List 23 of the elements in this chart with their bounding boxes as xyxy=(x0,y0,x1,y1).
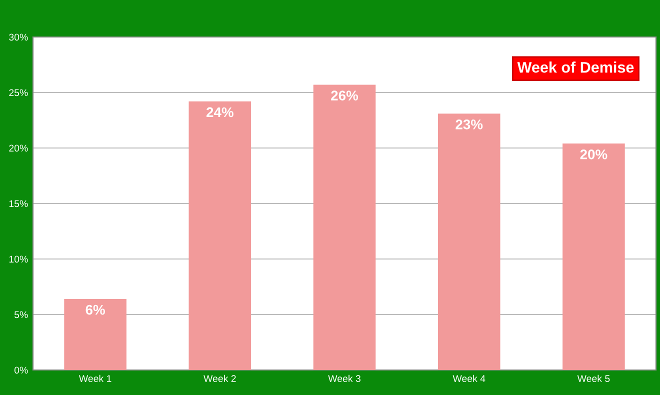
bar xyxy=(438,114,500,370)
text: Week of Demise xyxy=(517,62,634,73)
y-tick-label: 0% xyxy=(14,366,28,374)
x-tick-label: Week 1 xyxy=(78,374,112,382)
bar xyxy=(313,84,376,370)
bar xyxy=(562,144,625,370)
x-tick-label: Week 4 xyxy=(452,374,486,382)
bar xyxy=(64,298,126,370)
data-label: 24% xyxy=(206,107,234,118)
x-tick-label: Week 3 xyxy=(328,374,360,382)
data-label: 26% xyxy=(331,90,358,100)
y-tick-label: 5% xyxy=(14,311,28,318)
y-tick-label: 25% xyxy=(9,89,28,96)
y-tick-label: 30% xyxy=(9,34,28,41)
y-tick-label: 10% xyxy=(9,256,28,263)
data-label: 20% xyxy=(580,149,608,160)
x-tick-label: Week 2 xyxy=(204,374,236,382)
y-tick-label: 20% xyxy=(9,144,28,152)
y-tick-label: 15% xyxy=(9,200,28,208)
bar xyxy=(188,101,252,370)
data-label: 6% xyxy=(86,304,105,315)
x-tick-label: Week 5 xyxy=(577,374,610,382)
data-label: 23% xyxy=(456,120,483,130)
